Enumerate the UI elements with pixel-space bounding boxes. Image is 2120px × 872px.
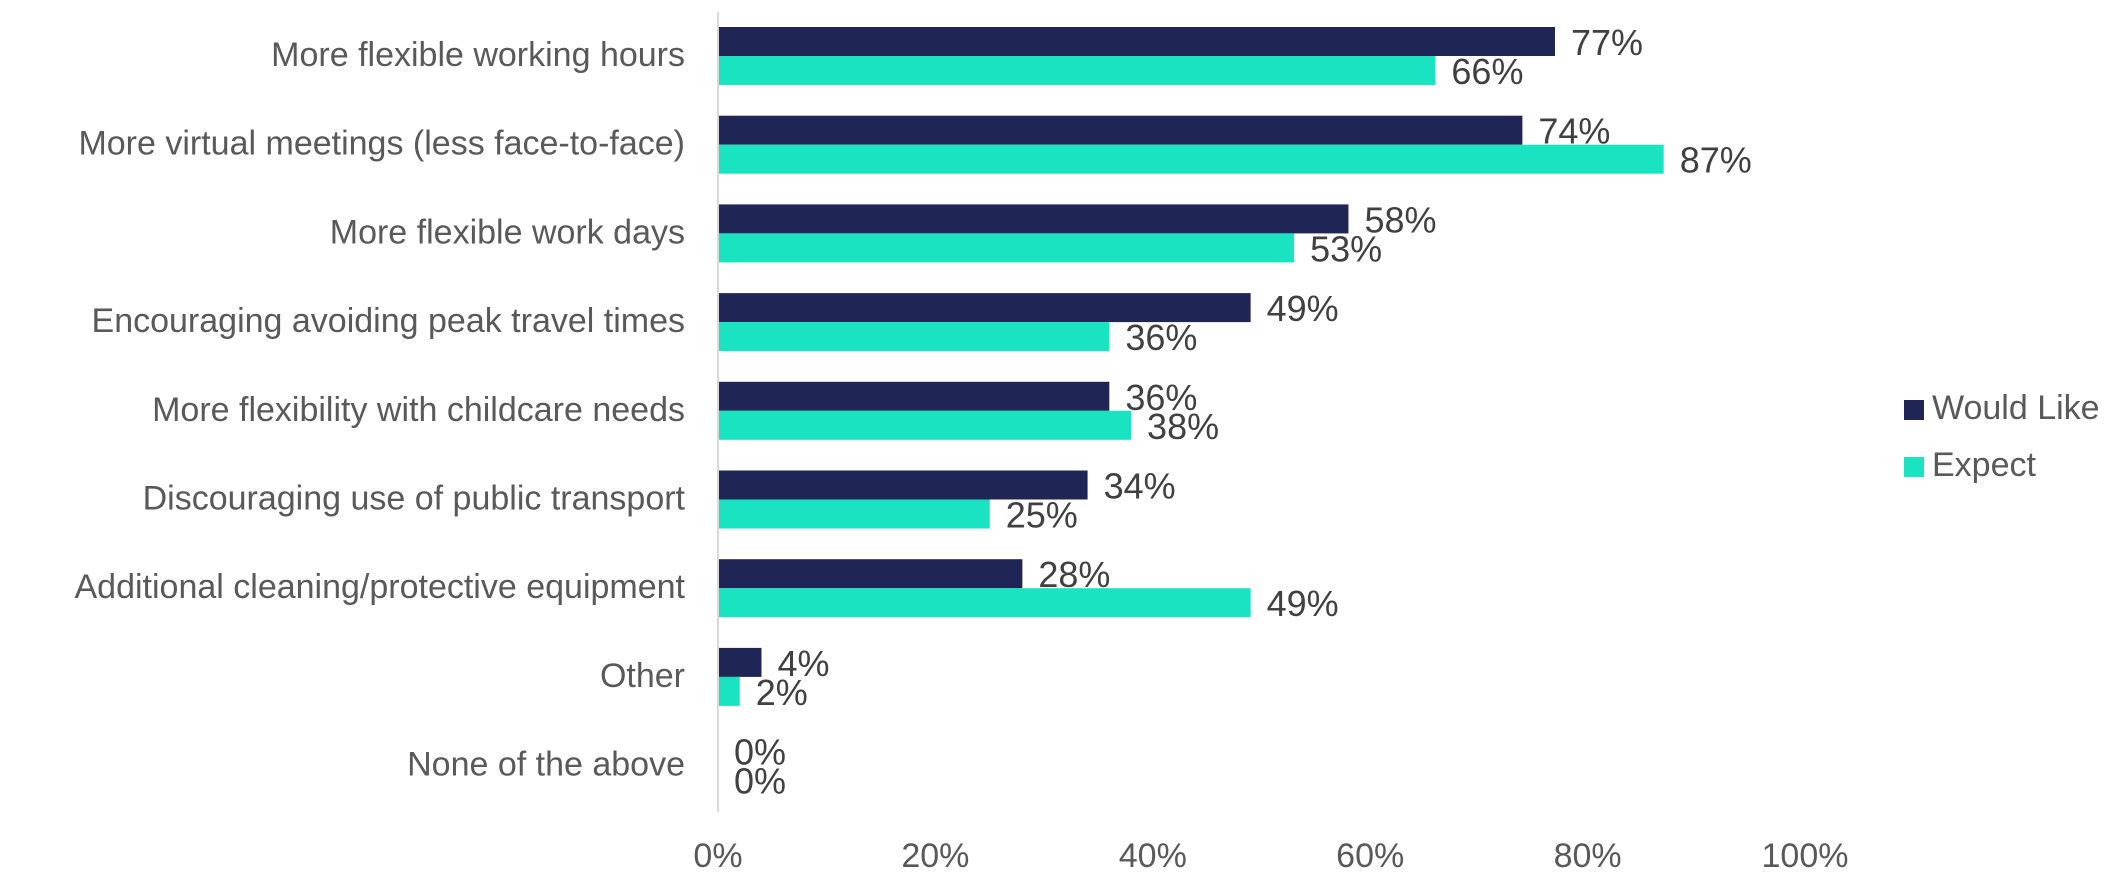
bar-expect	[718, 410, 1132, 440]
category-label: Encouraging avoiding peak travel times	[92, 302, 685, 340]
value-label-would-like: 49%	[1267, 288, 1339, 329]
value-label-would-like: 36%	[1125, 377, 1197, 418]
category-label: More virtual meetings (less face-to-face…	[78, 125, 685, 163]
bar-would-like	[718, 293, 1251, 323]
value-label-expect: 2%	[756, 672, 808, 713]
bar-expect	[718, 676, 740, 706]
legend-swatch-would-like	[1904, 400, 1924, 420]
bar-expect	[718, 56, 1436, 85]
value-label-expect: 25%	[1006, 495, 1078, 536]
bar-expect	[718, 499, 990, 529]
legend-swatch-expect	[1904, 457, 1924, 477]
category-label: More flexible work days	[330, 213, 685, 251]
value-label-would-like: 4%	[777, 643, 829, 684]
bars	[718, 27, 1664, 706]
value-label-expect: 0%	[734, 761, 786, 802]
value-label-would-like: 77%	[1571, 22, 1643, 63]
legend-label-would-like: Would Like	[1932, 389, 2100, 427]
value-label-expect: 87%	[1680, 140, 1752, 181]
value-label-would-like: 74%	[1538, 111, 1610, 152]
legend-label-expect: Expect	[1932, 446, 2036, 484]
bar-would-like	[718, 647, 762, 677]
value-labels: 77%66%74%87%58%53%49%36%36%38%34%25%28%4…	[734, 22, 1752, 802]
value-label-expect: 38%	[1147, 406, 1219, 447]
x-tick-label: 0%	[693, 837, 742, 872]
category-label: More flexibility with childcare needs	[152, 391, 685, 429]
category-label: Additional cleaning/protective equipment	[74, 568, 685, 606]
x-tick-label: 20%	[901, 837, 969, 872]
x-tick-label: 100%	[1762, 837, 1849, 872]
category-labels: More flexible working hours More virtual …	[74, 36, 685, 784]
x-axis-ticks: 0% 20% 40% 60% 80% 100%	[693, 837, 1848, 872]
legend: Would Like Expect	[1904, 389, 2100, 484]
value-label-expect: 36%	[1125, 317, 1197, 358]
bar-would-like	[718, 559, 1023, 589]
value-label-expect: 66%	[1451, 51, 1523, 92]
value-label-expect: 53%	[1310, 228, 1382, 269]
value-label-would-like: 28%	[1038, 554, 1110, 595]
category-label: Other	[600, 657, 685, 695]
bar-would-like	[718, 470, 1088, 500]
category-label: Discouraging use of public transport	[143, 480, 686, 518]
value-label-would-like: 58%	[1364, 199, 1436, 240]
bar-would-like	[718, 115, 1523, 145]
value-label-would-like: 34%	[1104, 466, 1176, 507]
x-tick-label: 80%	[1554, 837, 1622, 872]
category-label: None of the above	[407, 746, 685, 784]
category-label: More flexible working hours	[271, 36, 685, 74]
bar-expect	[718, 233, 1295, 263]
bar-expect	[718, 588, 1251, 618]
x-tick-label: 40%	[1119, 837, 1187, 872]
bar-expect	[718, 322, 1110, 352]
x-tick-label: 60%	[1336, 837, 1404, 872]
value-label-would-like: 0%	[734, 732, 786, 773]
bar-expect	[718, 144, 1664, 174]
bar-would-like	[718, 204, 1349, 234]
bar-would-like	[718, 27, 1555, 56]
value-label-expect: 49%	[1267, 583, 1339, 624]
bar-would-like	[718, 381, 1110, 411]
